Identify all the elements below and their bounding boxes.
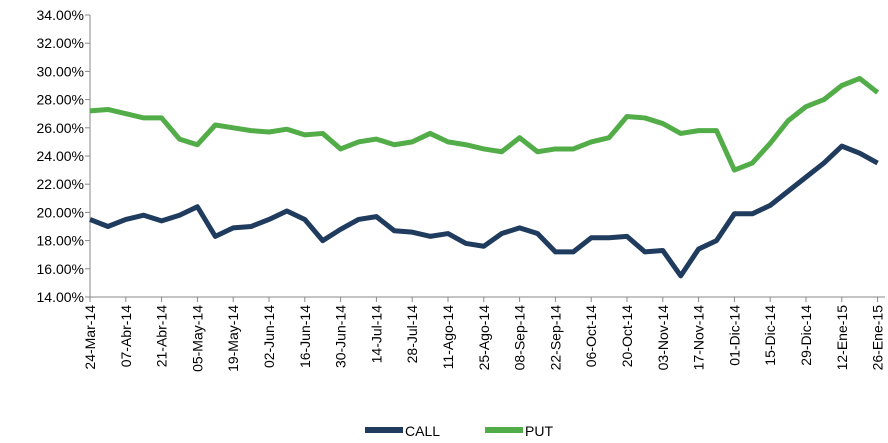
x-tick-label: 14-Jul-14 <box>368 305 384 364</box>
y-tick-label: 16.00% <box>37 261 84 277</box>
legend-label: CALL <box>405 423 440 439</box>
x-tick-label: 11-Ago-14 <box>440 305 456 370</box>
y-tick-label: 26.00% <box>37 120 84 136</box>
x-tick-label: 22-Sep-14 <box>547 305 563 371</box>
y-tick-label: 32.00% <box>37 35 84 51</box>
x-tick-label: 30-Jun-14 <box>333 305 349 368</box>
x-tick-label: 12-Ene-15 <box>834 305 850 371</box>
y-tick-label: 20.00% <box>37 204 84 220</box>
x-tick-label: 19-May-14 <box>225 305 241 372</box>
x-tick-label: 24-Mar-14 <box>82 305 98 370</box>
y-tick-label: 34.00% <box>37 7 84 23</box>
y-tick-label: 30.00% <box>37 63 84 79</box>
y-tick-label: 24.00% <box>37 148 84 164</box>
x-tick-label: 25-Ago-14 <box>476 305 492 371</box>
x-tick-label: 05-May-14 <box>189 305 205 372</box>
x-tick-label: 02-Jun-14 <box>261 305 277 368</box>
x-tick-label: 15-Dic-14 <box>762 305 778 366</box>
line-series <box>89 75 880 173</box>
x-tick-label: 21-Abr-14 <box>154 305 170 367</box>
x-tick-label: 06-Oct-14 <box>583 305 599 367</box>
x-tick-label: 07-Abr-14 <box>118 305 134 367</box>
x-tick-label: 29-Dic-14 <box>798 305 814 366</box>
y-tick-label: 14.00% <box>37 289 84 305</box>
y-tick-label: 18.00% <box>37 233 84 249</box>
x-tick-label: 08-Sep-14 <box>512 305 528 371</box>
x-tick-label: 16-Jun-14 <box>297 305 313 368</box>
y-tick-label: 22.00% <box>37 176 84 192</box>
x-tick-label: 26-Ene-15 <box>870 305 886 371</box>
x-tick-label: 01-Dic-14 <box>726 305 742 366</box>
x-tick-label: 20-Oct-14 <box>619 305 635 367</box>
x-tick-label: 03-Nov-14 <box>655 305 671 371</box>
x-tick-label: 28-Jul-14 <box>404 305 420 364</box>
y-tick-label: 28.00% <box>37 92 84 108</box>
legend-label: PUT <box>525 423 553 439</box>
x-tick-label: 17-Nov-14 <box>691 305 707 371</box>
line-series <box>89 143 879 279</box>
